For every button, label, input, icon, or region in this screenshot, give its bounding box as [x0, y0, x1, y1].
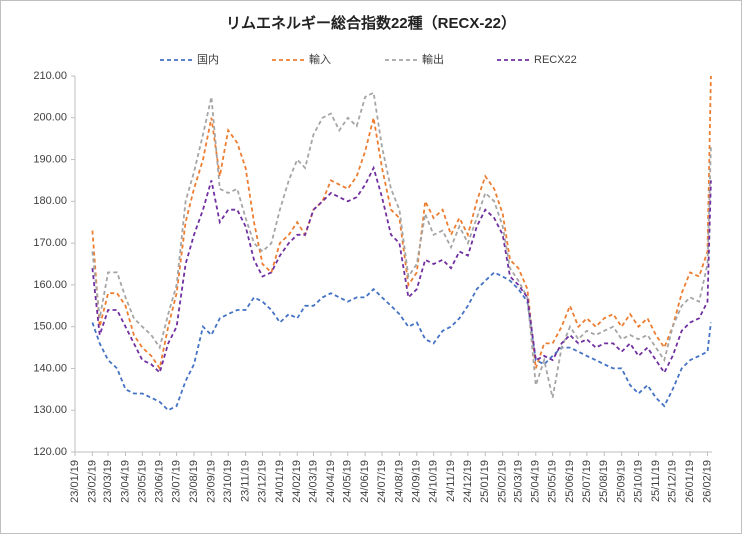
x-tick-label: 23/08/19: [188, 460, 200, 503]
x-tick-label: 24/06/19: [359, 460, 371, 503]
x-tick-label: 23/10/19: [222, 460, 234, 503]
x-tick-label: 25/05/19: [547, 460, 559, 503]
series-line: [91, 271, 712, 412]
x-tick-label: 25/04/19: [530, 460, 542, 503]
x-tick-label: 23/09/19: [205, 460, 217, 503]
y-tick-label: 130.00: [33, 404, 67, 416]
x-tick-label: 24/02/19: [291, 460, 303, 503]
x-tick-label: 24/05/19: [342, 460, 354, 503]
y-tick-label: 180.00: [33, 195, 67, 207]
x-tick-label: 25/06/19: [564, 460, 576, 503]
x-tick-label: 24/01/19: [274, 460, 286, 503]
x-tick-label: 24/09/19: [411, 460, 423, 503]
chart-title: リムエネルギー総合指数22種（RECX-22）: [226, 14, 516, 32]
x-tick-label: 26/01/19: [684, 460, 696, 503]
y-tick-label: 160.00: [33, 279, 67, 291]
x-tick-label: 24/08/19: [393, 460, 405, 503]
x-tick-label: 23/04/19: [119, 460, 131, 503]
x-tick-label: 23/06/19: [154, 460, 166, 503]
legend-label: RECX22: [534, 54, 577, 66]
x-tick-label: 25/12/19: [667, 460, 679, 503]
y-tick-label: 200.00: [33, 112, 67, 124]
x-tick-label: 25/07/19: [581, 460, 593, 503]
x-tick-label: 25/03/19: [512, 460, 524, 503]
x-tick-label: 23/12/19: [256, 460, 268, 503]
x-tick-label: 25/11/19: [650, 460, 662, 502]
y-tick-label: 140.00: [33, 362, 67, 374]
x-tick-label: 23/05/19: [136, 460, 148, 503]
y-tick-label: 120.00: [33, 446, 67, 458]
x-tick-label: 23/11/19: [240, 460, 252, 502]
x-tick-label: 23/01/19: [69, 460, 81, 503]
x-tick-label: 25/08/19: [598, 460, 610, 503]
series-line: [91, 75, 712, 371]
x-tick-label: 24/11/19: [445, 460, 457, 502]
y-tick-label: 210.00: [33, 70, 67, 82]
x-tick-label: 23/03/19: [102, 460, 114, 503]
x-tick-label: 24/03/19: [307, 460, 319, 503]
legend-label: 国内: [197, 52, 219, 66]
x-tick-label: 26/02/19: [701, 460, 713, 503]
x-tick-label: 25/10/19: [632, 460, 644, 503]
y-tick-label: 170.00: [33, 237, 67, 249]
x-tick-label: 24/12/19: [462, 460, 474, 503]
x-tick-label: 25/01/19: [479, 460, 491, 503]
legend-label: 輸入: [309, 52, 331, 66]
y-tick-label: 150.00: [33, 321, 67, 333]
series-line: [91, 165, 712, 375]
x-tick-label: 25/09/19: [616, 460, 628, 503]
legend-label: 輸出: [422, 52, 444, 66]
x-tick-label: 25/02/19: [497, 460, 509, 503]
series-line: [91, 91, 712, 398]
x-tick-label: 24/07/19: [376, 460, 388, 503]
y-tick-label: 190.00: [33, 153, 67, 165]
x-tick-label: 24/10/19: [428, 460, 440, 503]
x-tick-label: 23/07/19: [170, 460, 182, 503]
x-tick-label: 24/04/19: [325, 460, 337, 503]
x-tick-label: 23/02/19: [86, 460, 98, 503]
